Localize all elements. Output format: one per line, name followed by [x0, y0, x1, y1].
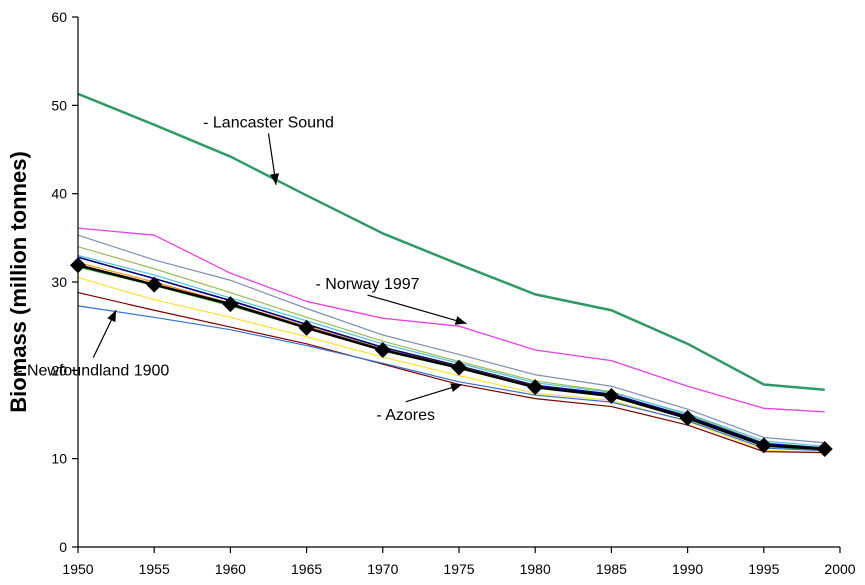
- y-tick-label: 20: [51, 362, 67, 378]
- series-lines: [77, 92, 825, 454]
- azores-point: [146, 276, 163, 293]
- y-axis-label: Biomass (million tonnes): [6, 151, 31, 413]
- annotation-label: - Norway 1997: [316, 276, 420, 293]
- azores-point: [298, 319, 315, 336]
- x-tick-label: 1960: [215, 561, 246, 577]
- x-tick-label: 1995: [748, 561, 779, 577]
- x-tick-label: 1990: [672, 561, 703, 577]
- newfoundland-1900-line: [77, 305, 825, 452]
- annotation-arrowhead: [270, 173, 279, 185]
- series-markers: [70, 257, 833, 457]
- y-axis-ticks: 0 10 20 30 40 50 60: [51, 9, 78, 555]
- x-axis-ticks: 1950 1955 1960 1965 1970 1975 1980 1985 1990 1995…: [62, 547, 856, 577]
- annotation-label: - Lancaster Sound: [203, 114, 334, 131]
- lancaster-sound-line: [77, 92, 825, 392]
- y-tick-label: 30: [51, 274, 67, 290]
- y-tick-label: 60: [51, 9, 67, 25]
- norway-1997-line: [77, 227, 825, 413]
- x-tick-label: 1985: [596, 561, 627, 577]
- annotations: - Lancaster Sound - Norway 1997 - Newfound…: [17, 114, 467, 424]
- series-4-line: [77, 254, 825, 447]
- x-tick-label: 1955: [139, 561, 170, 577]
- annotation-arrowhead: [454, 316, 467, 325]
- annotation-label: - Newfoundland 1900: [17, 363, 169, 380]
- x-tick-label: 1950: [62, 561, 93, 577]
- x-tick-label: 1970: [367, 561, 398, 577]
- y-tick-label: 40: [51, 186, 67, 202]
- azores-point: [222, 296, 239, 313]
- x-tick-label: 1980: [520, 561, 551, 577]
- annotation-label: - Azores: [376, 407, 435, 424]
- y-tick-label: 0: [59, 539, 67, 555]
- azores-point: [679, 410, 696, 427]
- azores-point: [374, 342, 391, 359]
- annotation-arrowhead: [107, 310, 117, 323]
- series-3-line: [77, 246, 825, 449]
- annotation-arrowhead: [450, 383, 463, 393]
- azores-point: [603, 387, 620, 404]
- azores-point: [816, 440, 833, 457]
- azores-point: [755, 437, 772, 454]
- y-tick-label: 50: [51, 97, 67, 113]
- series-2-line: [77, 234, 825, 444]
- x-tick-label: 1965: [291, 561, 322, 577]
- y-tick-label: 10: [51, 451, 67, 467]
- azores-point: [451, 359, 467, 376]
- azores-point: [527, 379, 544, 396]
- x-tick-label: 1975: [443, 561, 474, 577]
- annotation-arrow-line: [367, 294, 467, 325]
- x-tick-label: 2000: [824, 561, 855, 577]
